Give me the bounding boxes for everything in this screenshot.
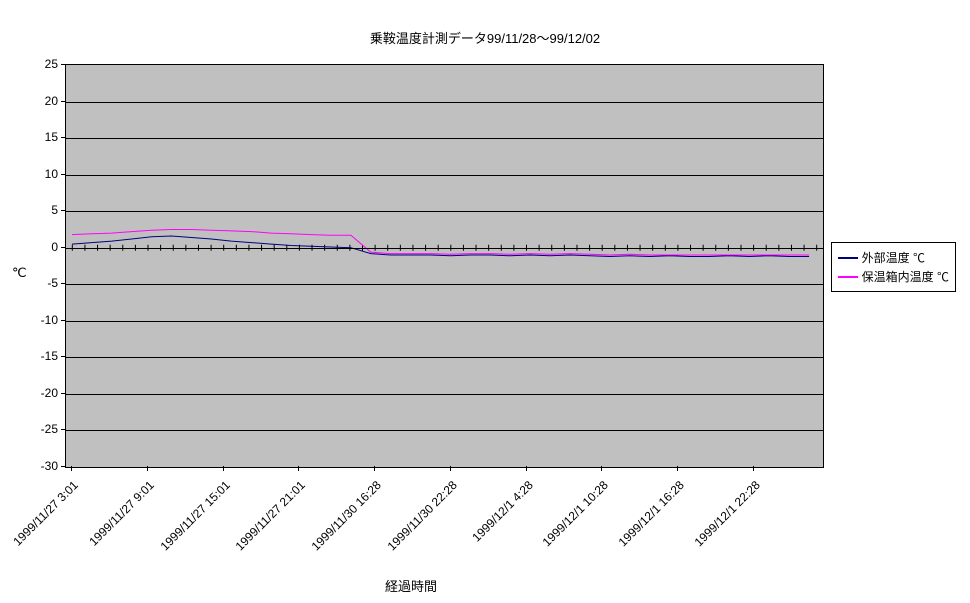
y-tick — [61, 283, 65, 284]
chart-title: 乗鞍温度計測データ99/11/28～99/12/02 — [0, 28, 970, 47]
xtick-label: 1999/12/1 16:28 — [606, 478, 687, 559]
y-tick — [61, 320, 65, 321]
xtick-label: 1999/11/27 3:01 — [1, 478, 82, 559]
ytick-label: 5 — [8, 203, 58, 217]
ytick-label: 10 — [8, 167, 58, 181]
series-line — [72, 230, 809, 256]
data-lines — [66, 65, 823, 467]
gridline — [66, 321, 823, 322]
legend-label: 保温箱内温度 ℃ — [862, 268, 949, 285]
gridline — [66, 138, 823, 139]
y-tick — [61, 210, 65, 211]
x-tick-major — [753, 466, 754, 471]
legend-swatch — [838, 257, 858, 259]
gridline — [66, 284, 823, 285]
xtick-label: 1999/11/27 15:01 — [152, 478, 233, 559]
ytick-label: 0 — [8, 240, 58, 254]
x-axis-label: 経過時間 — [0, 576, 822, 595]
ytick-label: -20 — [8, 386, 58, 400]
xtick-label: 1999/11/30 22:28 — [379, 478, 460, 559]
x-tick-major — [298, 466, 299, 471]
ytick-label: 25 — [8, 57, 58, 71]
y-tick — [61, 466, 65, 467]
ytick-label: -5 — [8, 276, 58, 290]
plot-area — [65, 64, 824, 468]
ytick-label: 15 — [8, 130, 58, 144]
legend-swatch — [838, 276, 858, 278]
y-tick — [61, 429, 65, 430]
ytick-label: -30 — [8, 459, 58, 473]
x-tick-major — [147, 466, 148, 471]
gridline — [66, 248, 823, 249]
x-tick-major — [71, 466, 72, 471]
ytick-label: -10 — [8, 313, 58, 327]
xtick-label: 1999/11/27 21:01 — [228, 478, 309, 559]
ytick-label: 20 — [8, 94, 58, 108]
y-tick — [61, 101, 65, 102]
gridline — [66, 357, 823, 358]
xtick-label: 1999/11/27 9:01 — [76, 478, 157, 559]
xtick-label: 1999/11/30 16:28 — [303, 478, 384, 559]
x-tick-major — [223, 466, 224, 471]
legend-label: 外部温度 ℃ — [862, 249, 925, 266]
xtick-label: 1999/12/1 4:28 — [455, 478, 536, 559]
legend-item: 保温箱内温度 ℃ — [838, 268, 949, 285]
y-tick — [61, 247, 65, 248]
gridline — [66, 175, 823, 176]
x-tick-major — [374, 466, 375, 471]
legend: 外部温度 ℃ 保温箱内温度 ℃ — [831, 242, 956, 292]
ytick-label: -15 — [8, 349, 58, 363]
x-tick-major — [601, 466, 602, 471]
y-tick — [61, 137, 65, 138]
y-tick — [61, 393, 65, 394]
gridline — [66, 102, 823, 103]
xtick-label: 1999/12/1 10:28 — [530, 478, 611, 559]
gridline — [66, 211, 823, 212]
legend-item: 外部温度 ℃ — [838, 249, 949, 266]
gridline — [66, 394, 823, 395]
y-tick — [61, 64, 65, 65]
y-tick — [61, 356, 65, 357]
series-line — [72, 236, 809, 257]
xtick-label: 1999/12/1 22:28 — [682, 478, 763, 559]
ytick-label: -25 — [8, 422, 58, 436]
gridline — [66, 430, 823, 431]
x-tick-major — [450, 466, 451, 471]
chart-container: 乗鞍温度計測データ99/11/28～99/12/02 ℃ 経過時間 252015… — [0, 0, 970, 603]
x-tick-major — [677, 466, 678, 471]
y-tick — [61, 174, 65, 175]
x-tick-major — [526, 466, 527, 471]
